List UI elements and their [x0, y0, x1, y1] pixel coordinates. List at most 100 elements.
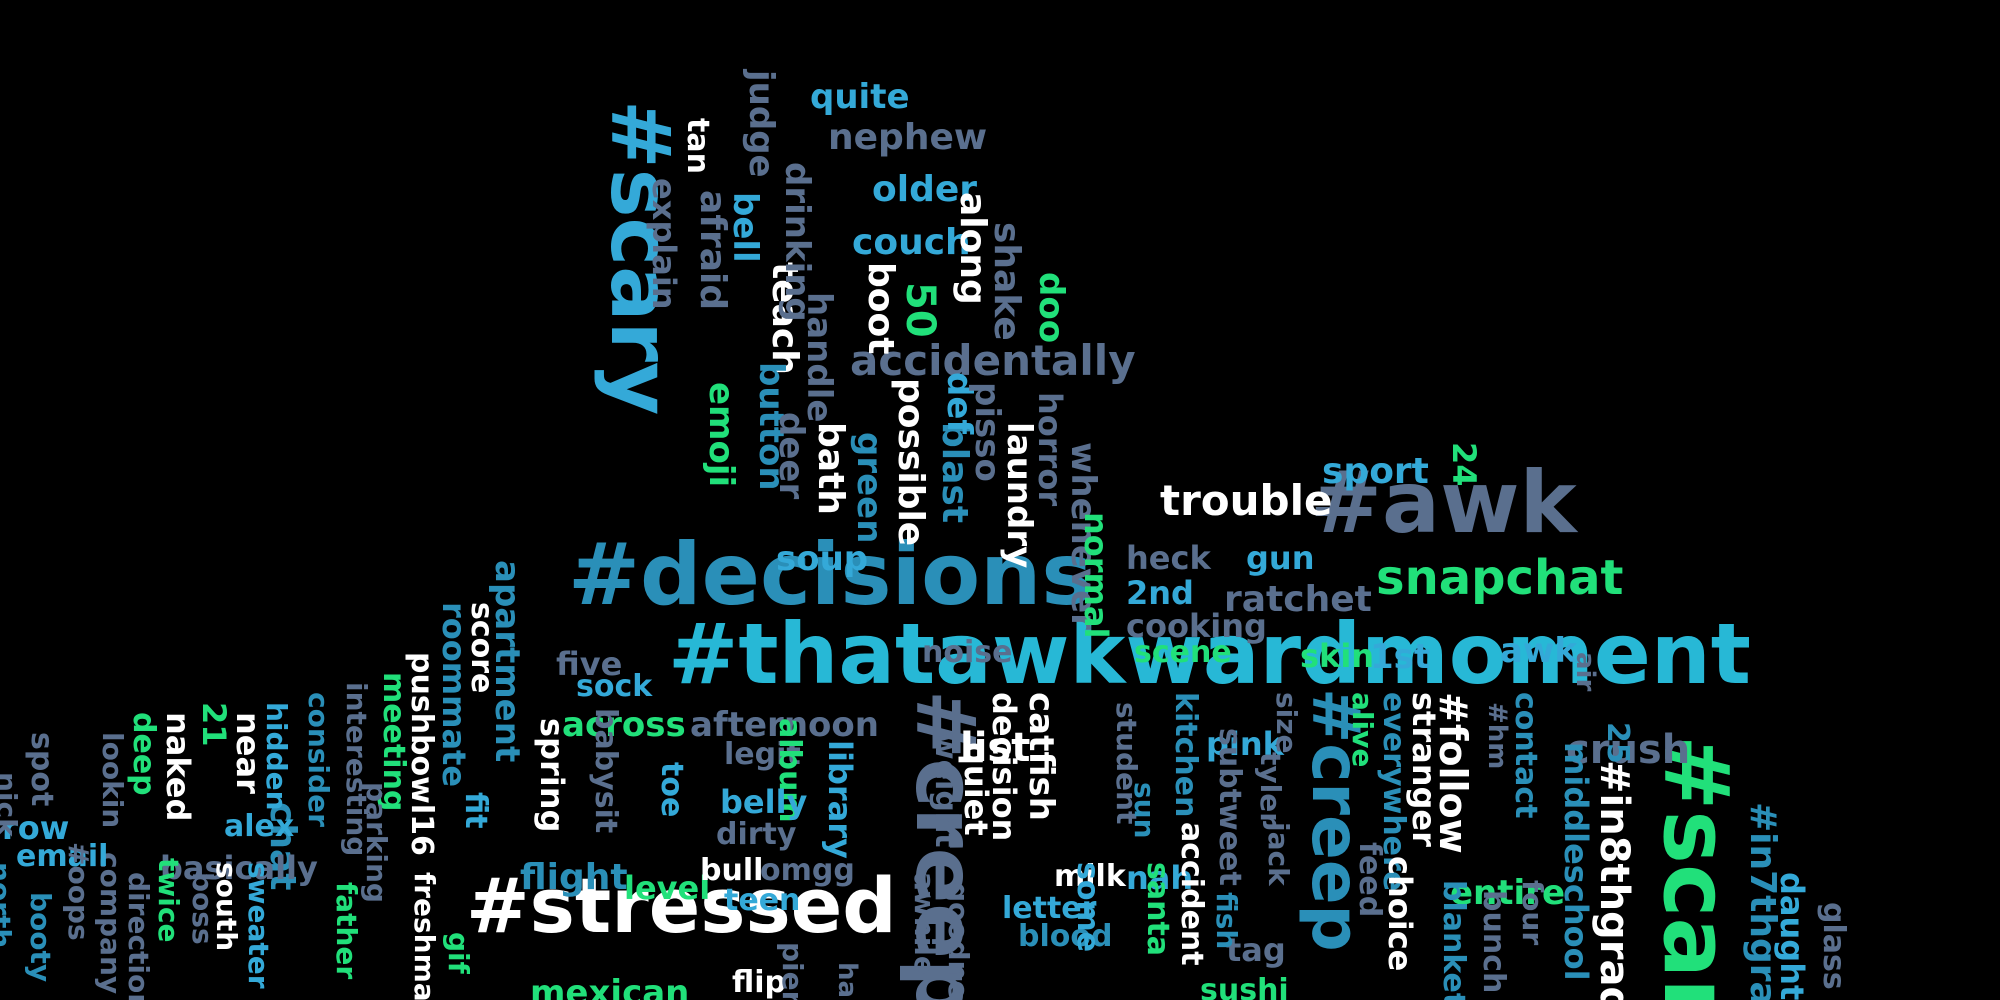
cloud-word: pink	[1206, 725, 1284, 763]
cloud-word: along	[952, 192, 993, 305]
cloud-word: booty	[24, 892, 57, 983]
cloud-word: pushbowl16	[404, 652, 439, 856]
cloud-word: accident	[1174, 822, 1209, 966]
cloud-word: milk	[1054, 859, 1126, 894]
cloud-word: 24	[1445, 442, 1483, 487]
cloud-word: four	[1516, 880, 1549, 946]
cloud-word: mexican	[530, 973, 690, 1000]
cloud-word: row	[2, 809, 70, 847]
cloud-word: weight	[928, 732, 963, 848]
cloud-word: handle	[799, 292, 839, 423]
cloud-word: sun	[1128, 782, 1161, 839]
cloud-word: belly	[720, 783, 808, 821]
cloud-word: shake	[986, 222, 1027, 341]
cloud-word: lookin	[96, 732, 129, 829]
cloud-word: letter	[1002, 891, 1097, 926]
cloud-word: 1st	[1370, 637, 1431, 677]
cloud-word: older	[872, 169, 978, 210]
cloud-word: freshman	[408, 872, 441, 1000]
cloud-word: goodness	[942, 882, 975, 1000]
cloud-word: explain	[645, 178, 683, 310]
cloud-word: awk	[1500, 631, 1577, 671]
cloud-word: #oops	[62, 842, 95, 941]
cloud-word: doo	[1031, 272, 1071, 344]
cloud-word: some	[1070, 862, 1105, 953]
cloud-word: bath	[810, 422, 851, 515]
cloud-word: roommate	[435, 602, 473, 788]
cloud-word: #in8thgrade	[1591, 760, 1637, 1000]
cloud-word: nah	[1126, 859, 1194, 897]
cloud-word: blood	[1018, 919, 1113, 954]
cloud-word: fit	[458, 792, 493, 829]
cloud-word: ratchet	[1224, 579, 1372, 620]
cloud-word: deep	[126, 712, 161, 796]
cloud-word: spring	[533, 718, 571, 833]
cloud-word: quite	[810, 77, 910, 117]
cloud-word: crush	[1566, 727, 1691, 773]
cloud-word: size	[1270, 692, 1303, 754]
cloud-word: sushi	[1200, 973, 1289, 1000]
cloud-word: twice	[152, 858, 185, 943]
cloud-word: horror	[1031, 392, 1069, 507]
cloud-word: noise	[922, 635, 1013, 670]
cloud-word: north	[0, 862, 17, 949]
cloud-word: parking	[360, 782, 393, 903]
cloud-word: skin	[1300, 637, 1375, 675]
cloud-word: across	[562, 705, 686, 745]
cloud-word: bull	[700, 853, 764, 888]
cloud-word: naked	[159, 712, 197, 822]
cloud-word: #follow	[1431, 692, 1475, 854]
cloud-word: level	[624, 869, 711, 907]
cloud-word: dirty	[716, 817, 797, 852]
cloud-word: library	[821, 740, 859, 859]
cloud-word: daughter	[1773, 872, 1811, 1000]
cloud-word: glass	[1816, 902, 1851, 990]
cloud-word: green	[849, 432, 889, 544]
cloud-word: 2nd	[1126, 574, 1194, 612]
cloud-word: alex	[224, 809, 295, 844]
cloud-word: cooking	[1126, 607, 1267, 645]
cloud-word: list	[960, 725, 1031, 771]
cloud-word: legit	[724, 737, 801, 772]
cloud-word: omgg	[760, 853, 855, 888]
cloud-word: boot	[860, 262, 901, 355]
cloud-word: blanket	[1436, 880, 1471, 1000]
cloud-word: choice	[1381, 856, 1419, 972]
cloud-word: sweater	[242, 862, 275, 989]
cloud-word: soup	[776, 539, 869, 579]
cloud-word: gun	[1246, 539, 1315, 577]
cloud-word: gif	[442, 932, 475, 974]
cloud-word: entire	[1450, 873, 1565, 913]
cloud-word: deer	[771, 412, 811, 500]
cloud-word: normal	[1077, 512, 1115, 639]
cloud-word: five	[556, 645, 623, 683]
cloud-word: quiet	[957, 742, 995, 836]
cloud-word: direction	[122, 872, 155, 1000]
cloud-word: bell	[725, 192, 765, 263]
cloud-word: couch	[852, 222, 971, 263]
cloud-word: flip	[732, 965, 786, 1000]
cloud-word: 50	[897, 282, 943, 338]
cloud-word: catfish	[1021, 692, 1061, 821]
cloud-word: feed	[1352, 842, 1387, 918]
cloud-word: #thatawkwardmoment	[668, 605, 1751, 703]
cloud-word: consider	[302, 692, 335, 827]
cloud-word: judge	[741, 70, 781, 178]
cloud-word: nick	[0, 772, 23, 837]
cloud-word: alive	[1346, 692, 1379, 768]
cloud-word: accidentally	[850, 336, 1136, 385]
cloud-word: sock	[576, 669, 653, 704]
cloud-word: contact	[1508, 692, 1543, 819]
cloud-word: #scary	[1643, 735, 1748, 1000]
cloud-word: tan	[680, 118, 715, 174]
cloud-word: santa	[1140, 862, 1175, 957]
cloud-word: spot	[24, 732, 59, 807]
cloud-word: afraid	[692, 190, 733, 311]
cloud-word: #stressed	[466, 861, 897, 950]
cloud-word: 21	[195, 702, 233, 747]
cloud-word: air	[1570, 652, 1600, 692]
cloud-word: possible	[890, 378, 931, 547]
cloud-word: flight	[520, 857, 628, 898]
cloud-word: father	[330, 882, 363, 980]
